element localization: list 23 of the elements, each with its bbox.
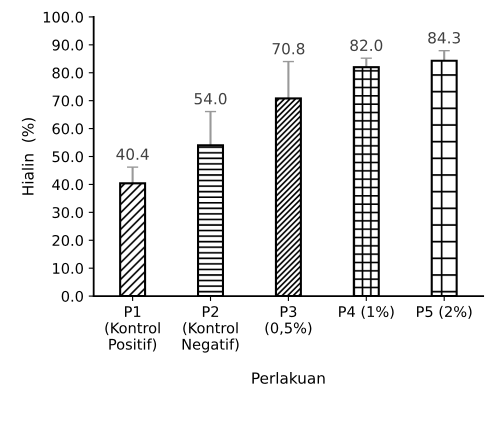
y-axis-title: Hialin (%) bbox=[22, 118, 36, 195]
y-tick-label: 80.0 bbox=[52, 67, 83, 79]
x-tick-label: P3 (0,5%) bbox=[265, 306, 312, 336]
x-tick-label: P5 (2%) bbox=[417, 306, 472, 319]
y-tick-label: 100.0 bbox=[44, 12, 83, 23]
x-axis-title: Perlakuan bbox=[252, 372, 325, 384]
y-tick-label: 50.0 bbox=[52, 151, 83, 162]
data-label: 40.4 bbox=[116, 148, 149, 160]
data-label: 54.0 bbox=[194, 92, 227, 104]
y-tick-label: 10.0 bbox=[53, 262, 83, 274]
y-tick-label: 30.0 bbox=[52, 207, 83, 218]
y-tick-label: 60.0 bbox=[52, 123, 83, 134]
y-tick-label: 0.0 bbox=[62, 290, 83, 302]
data-label: 70.8 bbox=[272, 42, 304, 54]
y-tick-label: 90.0 bbox=[52, 40, 83, 51]
data-label: 84.3 bbox=[428, 32, 460, 44]
data-label: 82.0 bbox=[350, 40, 382, 52]
y-tick-label: 40.0 bbox=[52, 179, 83, 190]
x-tick-label: P1 (Kontrol Positif) bbox=[105, 306, 160, 352]
x-tick-label: P4 (1%) bbox=[339, 306, 394, 319]
y-tick-label: 20.0 bbox=[52, 234, 83, 246]
y-tick-label: 70.0 bbox=[52, 95, 83, 106]
x-tick-label: P2 (Kontrol Negatif) bbox=[182, 306, 239, 353]
